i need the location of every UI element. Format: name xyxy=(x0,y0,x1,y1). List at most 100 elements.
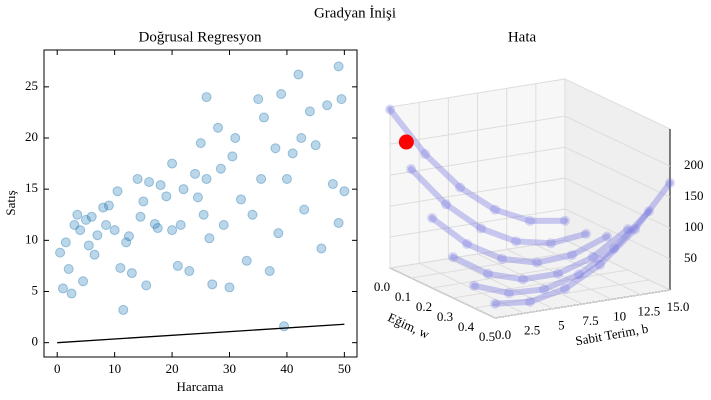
scatter-point xyxy=(316,243,327,254)
y-tick-label: 7.5 xyxy=(582,313,598,328)
surface-line xyxy=(450,226,631,283)
scatter-point xyxy=(144,177,155,188)
scatter-point xyxy=(80,214,91,225)
surface-point xyxy=(553,268,563,279)
scatter-point xyxy=(218,219,229,230)
scatter-point xyxy=(118,304,129,315)
surface-line xyxy=(387,106,568,224)
y-tick-label: 5 xyxy=(32,282,39,297)
surface-point xyxy=(420,149,430,160)
scatter-point xyxy=(247,209,258,220)
x-tick-label: 50 xyxy=(338,361,351,376)
regression-line xyxy=(57,323,345,344)
scatter-point xyxy=(132,173,143,184)
z-tick-label: 150 xyxy=(684,188,704,203)
grid-line xyxy=(389,208,671,260)
surface-point xyxy=(462,239,472,250)
scatter-point xyxy=(281,173,292,184)
scatter-point xyxy=(336,94,347,105)
scatter-point xyxy=(72,209,83,220)
scatter-point xyxy=(201,92,212,103)
scatter-point xyxy=(69,219,80,230)
scatter-point xyxy=(89,249,100,260)
grid-line xyxy=(448,258,554,310)
scatter-point xyxy=(149,218,160,229)
grid-line xyxy=(418,262,525,314)
scatter-point xyxy=(167,225,178,236)
y-tick-label: 5 xyxy=(558,318,565,333)
y-tick-label: 15.0 xyxy=(667,299,690,314)
start-point xyxy=(398,134,414,150)
scatter-point xyxy=(155,180,166,191)
y-tick-label: 15 xyxy=(25,180,38,195)
scatter-point xyxy=(175,219,186,230)
surface-point xyxy=(665,177,675,188)
scatter-point xyxy=(184,266,195,277)
surface-point xyxy=(581,228,591,239)
scatter-point xyxy=(195,138,206,149)
scatter-point xyxy=(78,276,89,287)
surface-point xyxy=(497,253,507,264)
surface-point xyxy=(546,238,556,249)
scatter-point xyxy=(55,247,66,258)
surface-point xyxy=(595,259,605,270)
scatter-point xyxy=(264,266,275,277)
scatter-point xyxy=(57,283,68,294)
x-tick-label: 0.3 xyxy=(437,309,453,324)
surface-line xyxy=(471,208,652,297)
chart-title: Hata xyxy=(508,29,537,45)
grid-line xyxy=(389,267,496,319)
y-tick-label: 0 xyxy=(32,334,39,349)
surface-point xyxy=(504,288,514,299)
scatter-point xyxy=(333,217,344,228)
chart-title: Doğrusal Regresyon xyxy=(139,29,262,45)
surface-point xyxy=(441,199,451,210)
scatter-point xyxy=(207,279,218,290)
scatter-point xyxy=(333,61,344,72)
x-tick-label: 0.1 xyxy=(395,289,411,304)
scatter-point xyxy=(190,168,201,179)
y-tick-label: 12.5 xyxy=(637,304,660,319)
surface-point xyxy=(609,243,619,254)
surface-point xyxy=(406,164,416,175)
x-tick-label: 20 xyxy=(166,361,179,376)
scatter-point xyxy=(299,204,310,215)
scatter-point xyxy=(192,192,203,203)
grid-line xyxy=(389,115,671,167)
scatter-point xyxy=(86,211,97,222)
scatter-point xyxy=(75,225,86,236)
scatter-point xyxy=(60,237,71,248)
scatter-point xyxy=(215,163,226,174)
scatter-point xyxy=(270,143,281,154)
scatter-point xyxy=(213,122,224,133)
x-tick-label: 0.4 xyxy=(458,319,475,334)
scatter-point xyxy=(204,233,215,244)
scatter-point xyxy=(253,94,264,105)
surface-point xyxy=(567,250,577,261)
grid-line xyxy=(477,253,583,305)
surface-point xyxy=(623,224,633,235)
surface-line xyxy=(429,215,610,266)
scatter-point xyxy=(201,173,212,184)
scatter-point xyxy=(83,240,94,251)
surface-point xyxy=(644,206,654,217)
scatter-point xyxy=(121,237,132,248)
scatter-point xyxy=(115,262,126,273)
x-tick-label: 0.2 xyxy=(416,299,432,314)
surface-point xyxy=(476,223,486,234)
grid-line xyxy=(389,146,671,198)
scatter-point xyxy=(167,158,178,169)
scatter-point xyxy=(172,260,183,271)
grid-line xyxy=(564,239,671,291)
surface-point xyxy=(532,257,542,268)
surface-point xyxy=(518,274,528,285)
surface-point xyxy=(455,182,465,193)
scatter-point xyxy=(287,148,298,159)
x-tick-label: 40 xyxy=(280,361,293,376)
scatter-point xyxy=(273,228,284,239)
grid-line xyxy=(535,244,642,296)
z-tick-label: 200 xyxy=(684,157,704,172)
scatter-point xyxy=(138,196,149,207)
scatter-point xyxy=(101,219,112,230)
y-tick-label: 0.0 xyxy=(495,327,511,342)
